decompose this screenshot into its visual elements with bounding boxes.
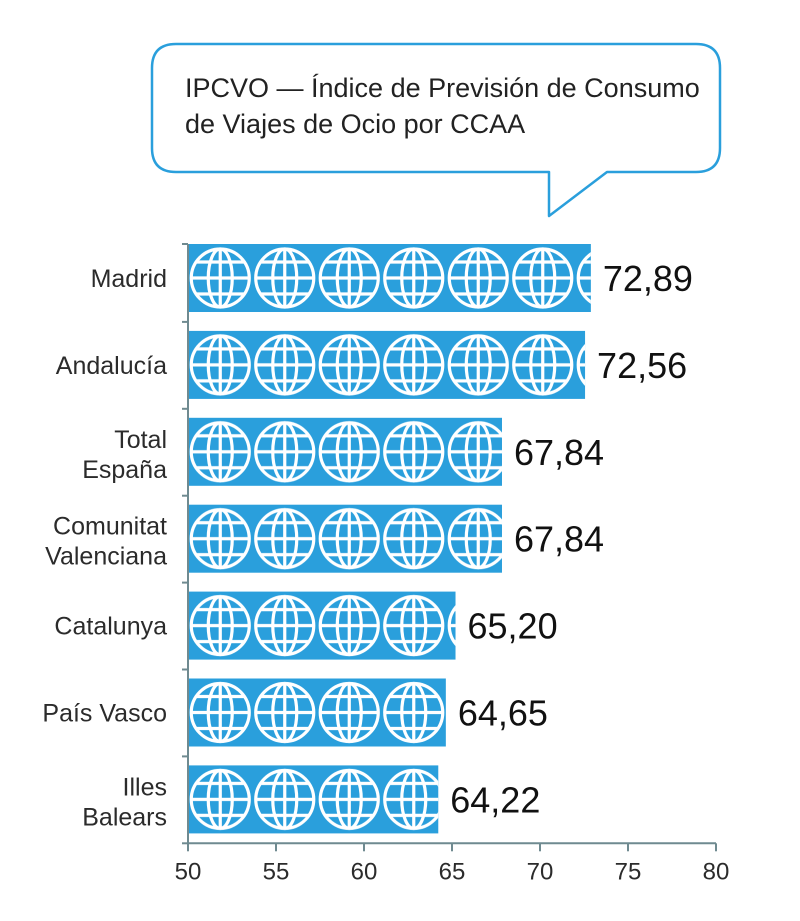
x-tick-label-50: 50	[175, 858, 202, 885]
category-labels-group: Madrid Andalucía Total España Comunitat Valen…	[42, 265, 167, 831]
chart-title-line-1: IPCVO — Índice de Previsión de Consumo	[185, 73, 700, 103]
category-label-7: Illes Balears	[82, 773, 167, 831]
x-axis-ticks: 50 55 60 65 70 75 80	[175, 843, 730, 885]
value-label-1: 72,89	[603, 258, 693, 299]
x-tick-label-75: 75	[615, 858, 642, 885]
globe-icon	[188, 765, 439, 834]
x-tick-label-70: 70	[527, 858, 554, 885]
x-tick-label-55: 55	[263, 858, 290, 885]
bars-group	[188, 244, 591, 834]
x-tick-label-80: 80	[703, 858, 730, 885]
category-label-2: Andalucía	[56, 352, 167, 380]
chart-title: IPCVO — Índice de Previsión de Consumo d…	[185, 73, 707, 139]
category-label-5: Catalunya	[54, 613, 167, 641]
value-label-3: 67,84	[514, 432, 604, 473]
x-tick-label-65: 65	[439, 858, 466, 885]
chart-title-line-2: de Viajes de Ocio por CCAA	[185, 109, 525, 139]
value-label-5: 65,20	[468, 606, 558, 647]
value-label-7: 64,22	[450, 779, 540, 820]
globe-icon	[188, 591, 456, 660]
globe-icon	[188, 330, 586, 399]
chart-title-bubble: IPCVO — Índice de Previsión de Consumo d…	[150, 42, 722, 218]
category-label-3: Total España	[82, 426, 167, 484]
category-label-1: Madrid	[91, 265, 167, 293]
globe-icon	[188, 244, 591, 312]
category-label-4: Comunitat Valenciana	[45, 513, 167, 571]
value-label-4: 67,84	[514, 519, 604, 560]
category-label-6: País Vasco	[42, 700, 167, 728]
x-tick-label-60: 60	[351, 858, 378, 885]
globe-icon	[188, 504, 502, 573]
value-labels-group: 72,89 72,56 67,84 67,84 65,20 64,65 64,22	[450, 258, 693, 820]
value-label-6: 64,65	[458, 693, 548, 734]
globe-icon	[188, 417, 502, 486]
globe-icon	[188, 678, 446, 747]
axes: 50 55 60 65 70 75 80	[175, 243, 730, 885]
value-label-2: 72,56	[597, 345, 687, 386]
